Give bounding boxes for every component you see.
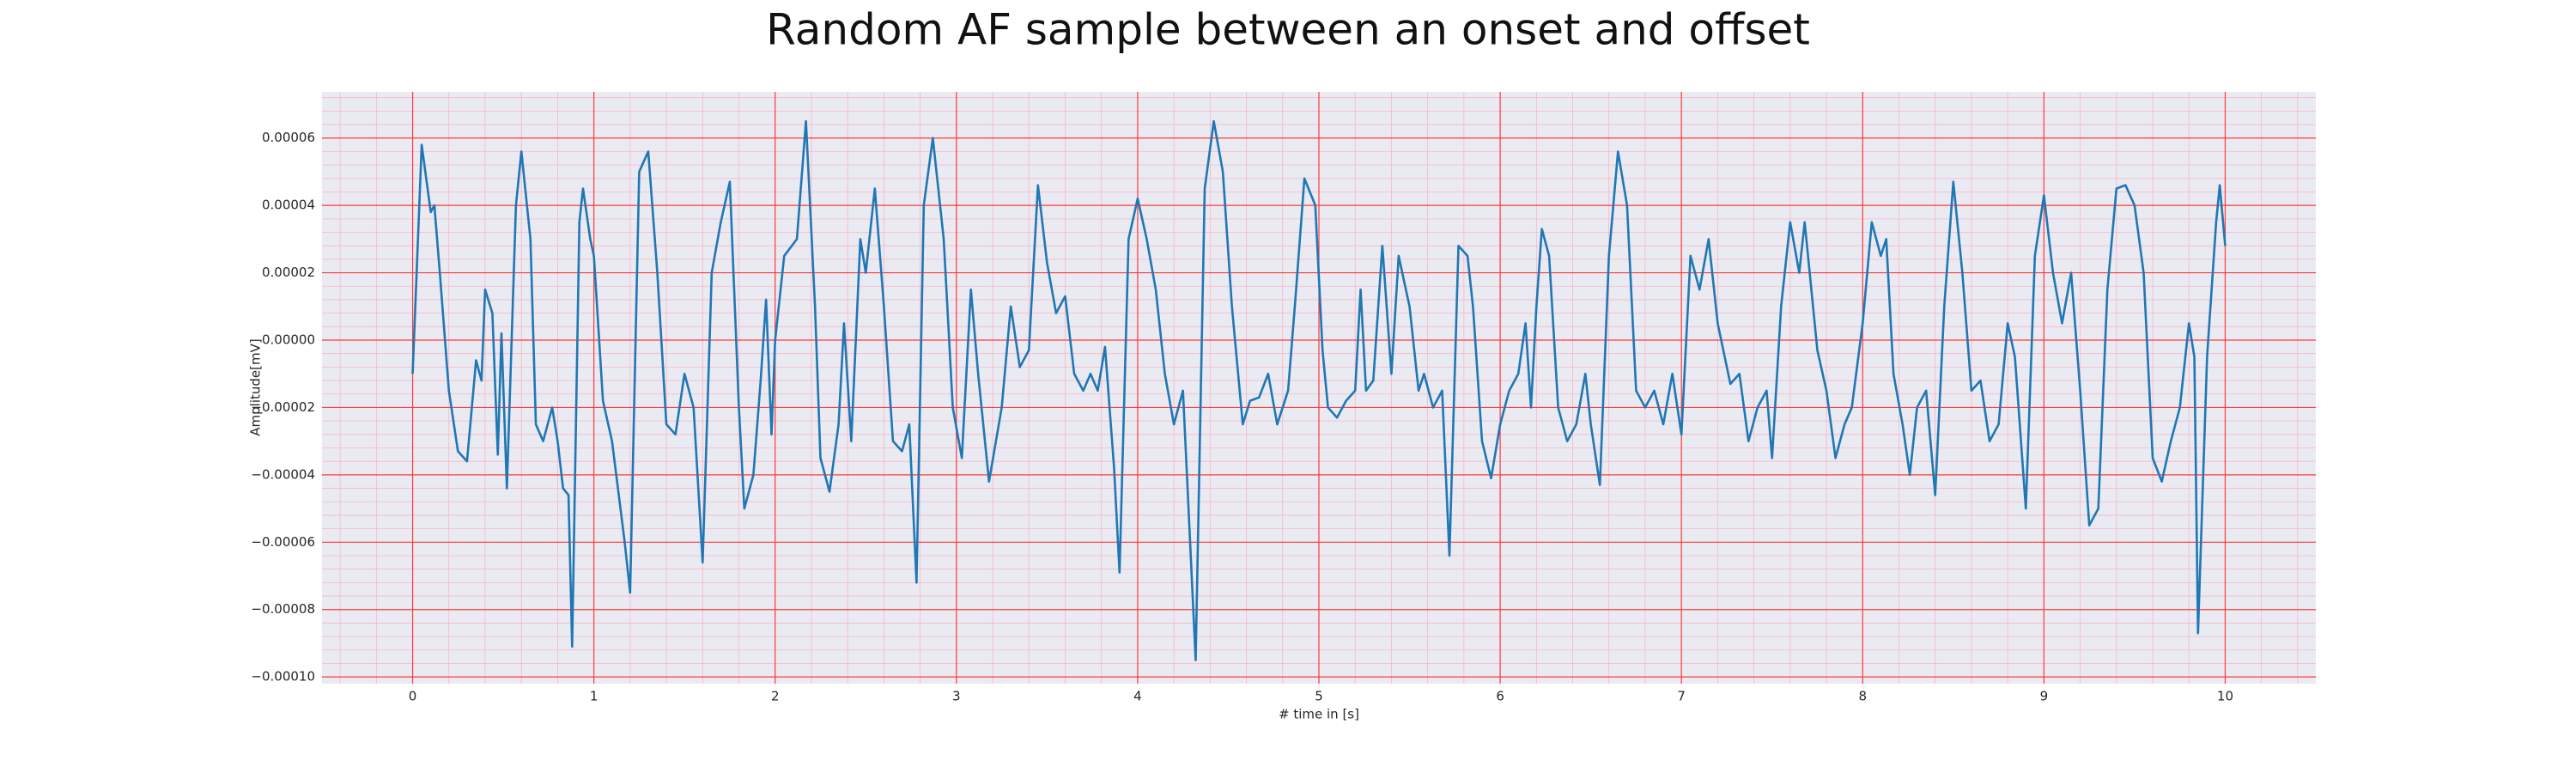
chart-title: Random AF sample between an onset and of… — [766, 5, 1810, 55]
line-series — [411, 119, 2227, 661]
y-tick-label: 0.00000 — [262, 332, 315, 348]
y-tick-label: −0.00004 — [251, 466, 315, 482]
y-tick-label: 0.00006 — [262, 130, 315, 145]
x-tick-label: 10 — [2217, 689, 2233, 704]
y-tick-label: 0.00004 — [262, 198, 315, 213]
y-axis-label: Amplitude[mV] — [248, 338, 264, 435]
x-tick-label: 5 — [1315, 689, 1323, 704]
x-tick-label: 1 — [590, 689, 598, 704]
y-tick-label: −0.00002 — [251, 399, 315, 415]
y-tick-label: −0.00010 — [251, 669, 315, 685]
x-tick-label: 2 — [771, 689, 780, 704]
x-axis-label: # time in [s] — [1279, 707, 1359, 722]
y-tick-label: 0.00002 — [262, 265, 315, 280]
y-tick-label: −0.00006 — [251, 534, 315, 550]
x-tick-label: 7 — [1677, 689, 1686, 704]
x-tick-label: 9 — [2040, 689, 2049, 704]
y-tick-label: −0.00008 — [251, 601, 315, 617]
x-tick-label: 0 — [409, 689, 417, 704]
x-tick-label: 6 — [1496, 689, 1504, 704]
x-tick-label: 8 — [1858, 689, 1867, 704]
x-tick-label: 4 — [1133, 689, 1142, 704]
x-tick-label: 3 — [952, 689, 961, 704]
